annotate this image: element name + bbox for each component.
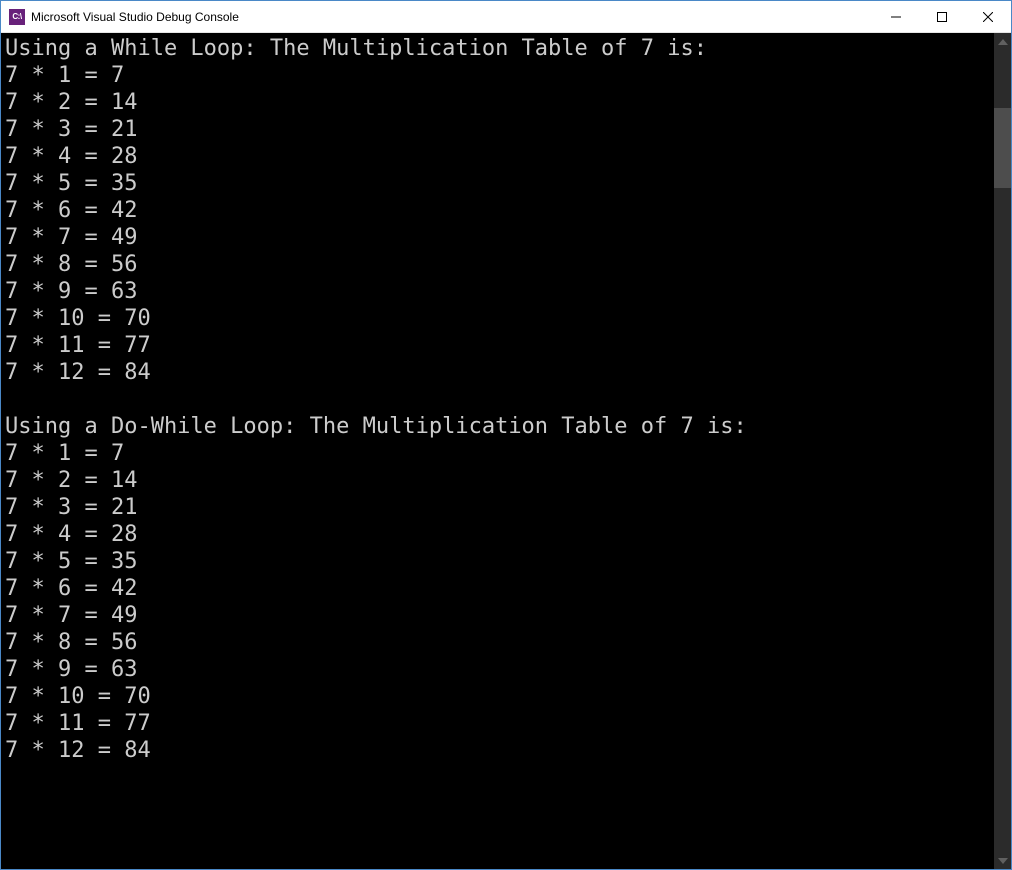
console-line: 7 * 1 = 7: [5, 62, 994, 89]
close-button[interactable]: [965, 1, 1011, 32]
console-line: 7 * 10 = 70: [5, 683, 994, 710]
console-line: 7 * 4 = 28: [5, 143, 994, 170]
app-icon: C:\: [9, 9, 25, 25]
console-line: 7 * 5 = 35: [5, 170, 994, 197]
console-line: 7 * 7 = 49: [5, 602, 994, 629]
console-line: 7 * 12 = 84: [5, 737, 994, 764]
console-line: 7 * 8 = 56: [5, 251, 994, 278]
console-line: 7 * 12 = 84: [5, 359, 994, 386]
chevron-down-icon: [998, 858, 1008, 864]
console-line: 7 * 7 = 49: [5, 224, 994, 251]
maximize-button[interactable]: [919, 1, 965, 32]
vertical-scrollbar[interactable]: [994, 33, 1011, 869]
console-line: 7 * 2 = 14: [5, 89, 994, 116]
window-controls: [873, 1, 1011, 32]
minimize-icon: [891, 12, 901, 22]
scroll-down-button[interactable]: [994, 852, 1011, 869]
maximize-icon: [937, 12, 947, 22]
console-line: 7 * 6 = 42: [5, 575, 994, 602]
console-body: Using a While Loop: The Multiplication T…: [1, 33, 1011, 869]
app-icon-label: C:\: [12, 12, 21, 21]
console-line: 7 * 4 = 28: [5, 521, 994, 548]
console-line: 7 * 2 = 14: [5, 467, 994, 494]
close-icon: [983, 12, 993, 22]
scroll-up-button[interactable]: [994, 33, 1011, 50]
console-line: 7 * 5 = 35: [5, 548, 994, 575]
console-output[interactable]: Using a While Loop: The Multiplication T…: [1, 33, 994, 869]
console-line: [5, 386, 994, 413]
console-line: 7 * 1 = 7: [5, 440, 994, 467]
console-line: Using a While Loop: The Multiplication T…: [5, 35, 994, 62]
console-line: 7 * 11 = 77: [5, 332, 994, 359]
console-line: 7 * 3 = 21: [5, 494, 994, 521]
console-line: 7 * 8 = 56: [5, 629, 994, 656]
window-title: Microsoft Visual Studio Debug Console: [31, 10, 873, 24]
console-line: Using a Do-While Loop: The Multiplicatio…: [5, 413, 994, 440]
console-line: 7 * 9 = 63: [5, 656, 994, 683]
titlebar: C:\ Microsoft Visual Studio Debug Consol…: [1, 1, 1011, 33]
console-line: 7 * 9 = 63: [5, 278, 994, 305]
console-line: 7 * 3 = 21: [5, 116, 994, 143]
scrollbar-thumb[interactable]: [994, 108, 1011, 188]
chevron-up-icon: [998, 39, 1008, 45]
console-line: 7 * 10 = 70: [5, 305, 994, 332]
console-line: 7 * 6 = 42: [5, 197, 994, 224]
console-line: 7 * 11 = 77: [5, 710, 994, 737]
minimize-button[interactable]: [873, 1, 919, 32]
